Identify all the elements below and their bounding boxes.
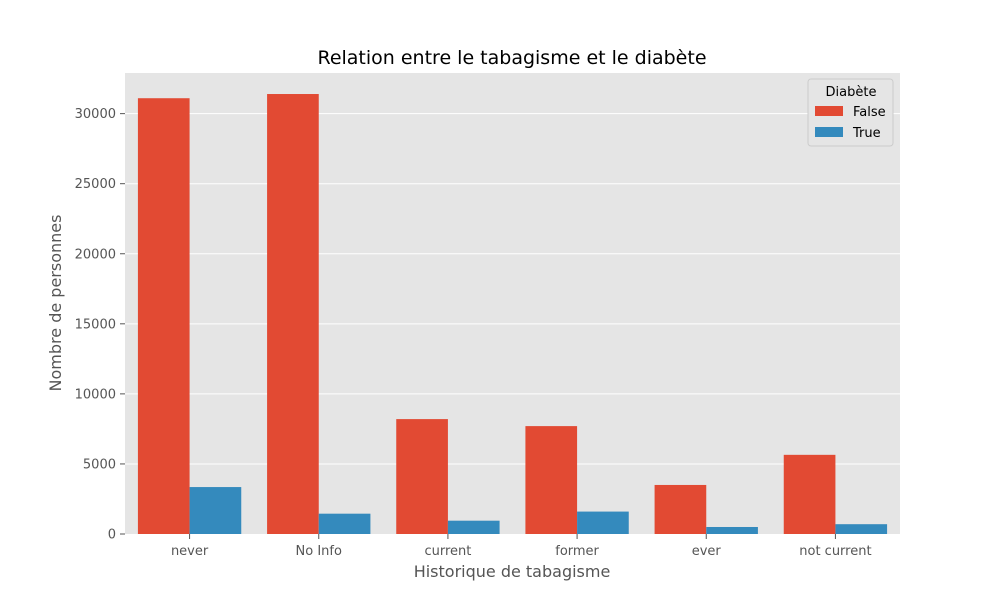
bar-current-false xyxy=(396,419,448,534)
bar-current-true xyxy=(447,520,500,534)
bar-not-current-false xyxy=(783,454,836,534)
y-tick-label: 25000 xyxy=(75,177,116,192)
y-tick-label: 10000 xyxy=(75,387,116,402)
y-tick-label: 5000 xyxy=(83,457,116,472)
x-axis-label: Historique de tabagisme xyxy=(414,562,611,581)
y-axis-label: Nombre de personnes xyxy=(46,215,65,392)
x-tick-label: ever xyxy=(692,544,722,559)
bar-not-current-true xyxy=(835,524,888,534)
bars xyxy=(137,94,888,534)
legend-label: False xyxy=(853,105,886,120)
x-tick-label: No Info xyxy=(296,544,342,559)
x-tick-label: current xyxy=(424,544,471,559)
bar-no-info-false xyxy=(267,94,319,534)
bar-former-true xyxy=(577,511,629,534)
bar-former-false xyxy=(525,426,578,534)
y-tick-label: 20000 xyxy=(75,247,116,262)
legend: Diabète False True xyxy=(807,78,894,147)
bar-ever-false xyxy=(654,484,707,534)
plot-background xyxy=(125,73,900,534)
legend-swatch xyxy=(815,106,843,116)
x-tick-label: former xyxy=(555,544,599,559)
legend-entries: False True xyxy=(815,105,886,141)
bar-ever-true xyxy=(706,526,758,534)
y-tick-label: 30000 xyxy=(75,107,116,122)
legend-title: Diabète xyxy=(826,85,877,100)
x-tick-label: not current xyxy=(799,544,871,559)
y-tick-label: 0 xyxy=(108,528,116,543)
y-axis-ticks: 0 5000 10000 15000 20000 25000 30000 xyxy=(75,107,125,543)
grid-lines xyxy=(125,113,900,465)
legend-swatch xyxy=(815,127,843,137)
legend-label: True xyxy=(852,126,881,141)
x-tick-label: never xyxy=(171,544,209,559)
bar-never-true xyxy=(189,487,242,534)
y-tick-label: 15000 xyxy=(75,317,116,332)
chart-title: Relation entre le tabagisme et le diabèt… xyxy=(317,47,706,69)
x-axis-ticks: never No Info current former ever not current xyxy=(171,534,872,559)
bar-never-false xyxy=(137,98,190,534)
bar-no-info-true xyxy=(318,513,371,534)
